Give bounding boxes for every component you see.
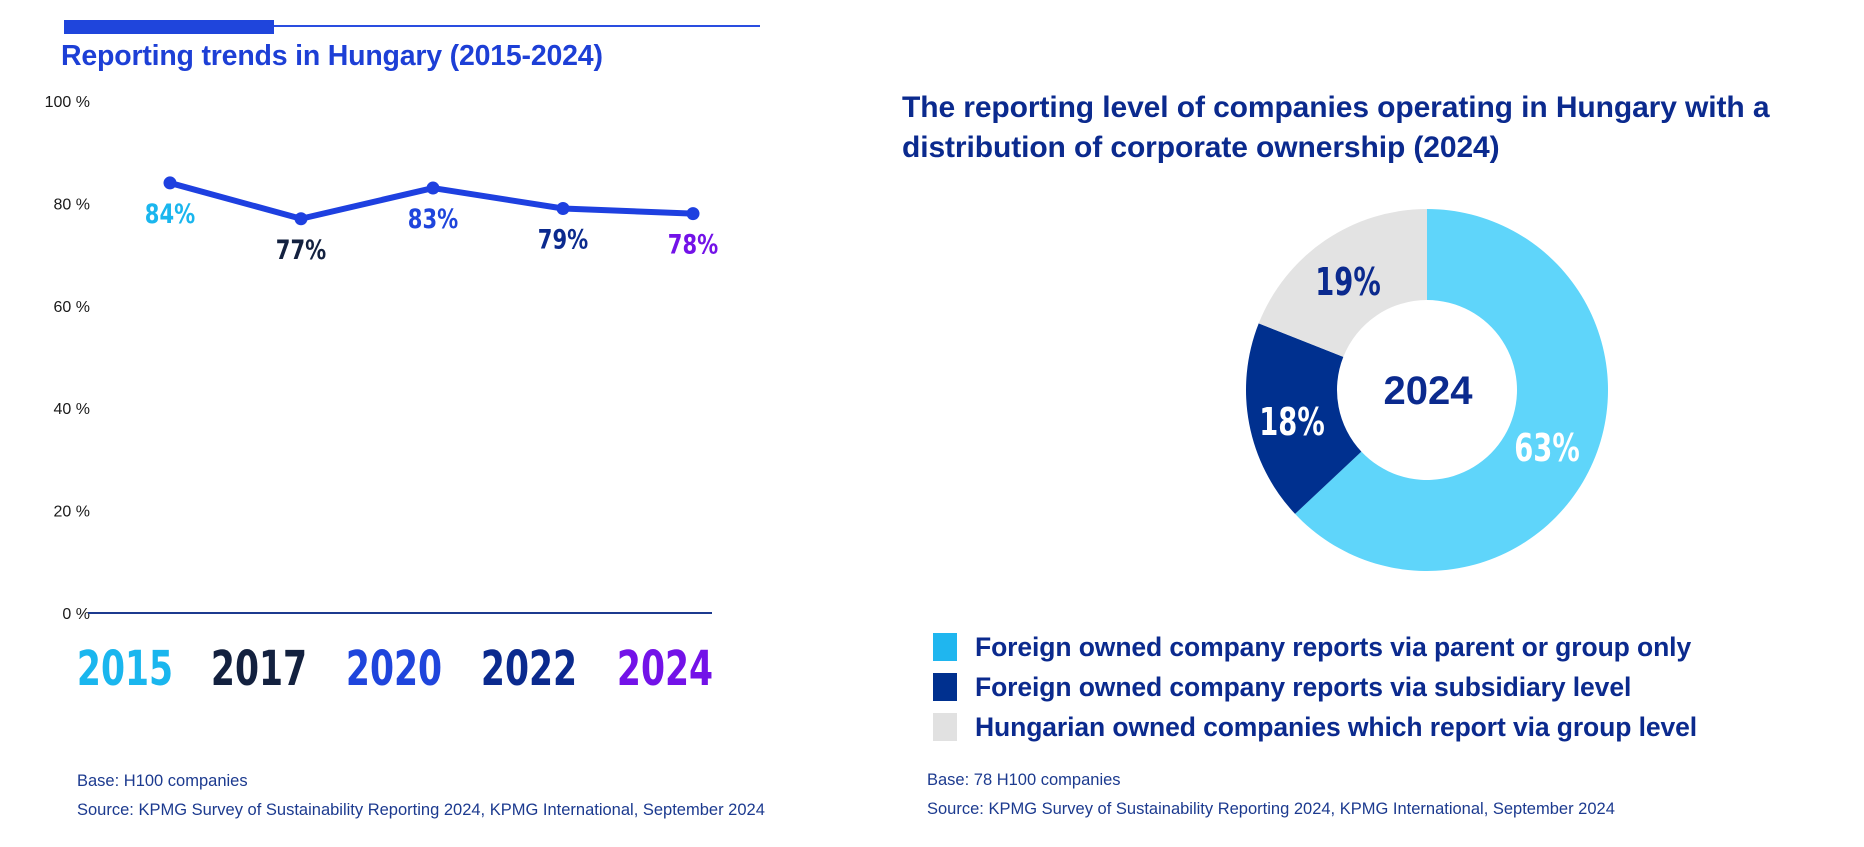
legend-item: Foreign owned company reports via subsid… [933,667,1697,707]
y-tick-label: 20 % [54,504,90,521]
donut-slice [1246,323,1362,514]
x-axis-labels: 2015 2017 2020 2022 2024 [77,640,713,696]
donut-chart-title: The reporting level of companies operati… [902,91,1770,164]
data-label: 77% [276,234,326,265]
data-point [426,181,440,195]
y-tick-label: 40 % [54,401,90,418]
y-tick-label: 60 % [54,299,90,316]
y-axis-ticks: 0 % 20 % 40 % 60 % 80 % 100 % [45,94,90,623]
donut-slices [1246,209,1608,571]
donut-center-label: 2024 [1384,369,1474,413]
legend-swatch [933,673,957,701]
donut-chart: 63% 18% 19% 2024 [1246,209,1608,571]
donut-slice-labels: 63% 18% 19% [1259,259,1579,470]
data-points [163,176,700,226]
title-accent-bar [64,20,274,34]
right-footer-source: Source: KPMG Survey of Sustainability Re… [927,800,1615,818]
x-tick-label: 2024 [617,640,713,696]
data-point [686,207,700,221]
donut-slice [1295,209,1608,571]
legend-label: Hungarian owned companies which report v… [975,711,1698,742]
x-tick-label: 2022 [481,640,577,696]
left-footer-base: Base: H100 companies [77,772,248,790]
line-chart-title: Reporting trends in Hungary (2015-2024) [61,40,603,72]
line-chart: 0 % 20 % 40 % 60 % 80 % 100 % 84% 77% 83% 79% 78%… [45,94,719,696]
data-labels: 84% 77% 83% 79% 78% [145,198,718,265]
legend-label: Foreign owned company reports via parent… [975,631,1692,662]
legend-item: Foreign owned company reports via parent… [933,627,1697,667]
slice-label: 19% [1315,259,1380,304]
data-label: 78% [668,229,718,260]
x-tick-label: 2020 [346,640,442,696]
right-footer-base: Base: 78 H100 companies [927,771,1121,789]
y-tick-label: 0 % [62,606,90,623]
data-label: 84% [145,198,195,229]
data-label: 79% [538,224,588,255]
data-point [163,176,177,190]
data-label: 83% [408,204,458,235]
slice-label: 18% [1259,399,1324,444]
x-tick-label: 2017 [211,640,307,696]
x-tick-label: 2015 [77,640,173,696]
legend-label: Foreign owned company reports via subsid… [975,671,1632,702]
donut-slice [1258,209,1427,357]
slice-label: 63% [1514,425,1579,470]
legend-swatch [933,713,957,741]
data-point [294,212,308,226]
legend-swatch [933,633,957,661]
y-tick-label: 80 % [54,196,90,213]
legend-item: Hungarian owned companies which report v… [933,707,1697,747]
donut-legend: Foreign owned company reports via parent… [933,627,1697,747]
left-footer-source: Source: KPMG Survey of Sustainability Re… [77,801,765,819]
title-accent-line [274,25,760,27]
data-point [556,202,570,216]
y-tick-label: 100 % [45,94,90,111]
